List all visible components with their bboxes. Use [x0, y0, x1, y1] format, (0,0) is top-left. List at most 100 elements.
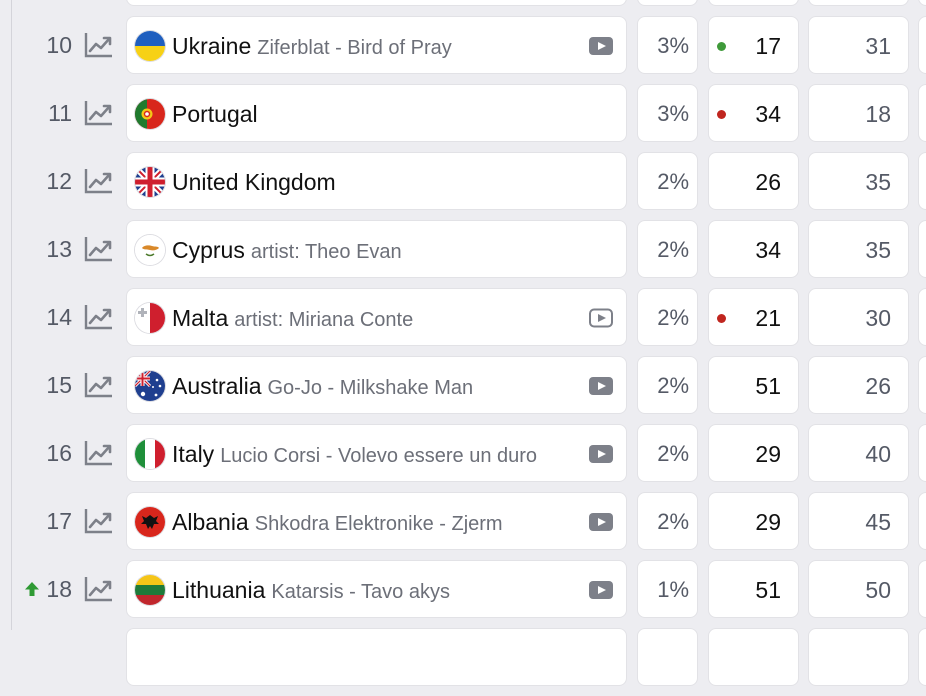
table-row: 17 Albania Shkodra Elektronike - Zjerm 2%… [0, 492, 926, 560]
flag-australia-icon [135, 371, 165, 401]
score-cell: 31 [808, 16, 909, 74]
table-row: 13 Cyprus artist: Theo Evan 2% 34 35 [0, 220, 926, 288]
place-value: 34 [755, 101, 781, 127]
flag-malta-icon [135, 303, 165, 333]
song-info: Go-Jo - Milkshake Man [267, 377, 474, 399]
flag-ukraine-icon [135, 31, 165, 61]
place-value: 29 [755, 509, 781, 535]
video-play-icon[interactable] [588, 442, 614, 466]
next-column-cell [918, 220, 926, 278]
percent-cell [637, 628, 698, 686]
place-value: 26 [755, 169, 781, 195]
trend-chart-icon[interactable] [84, 31, 114, 59]
table-row [0, 0, 926, 16]
trend-chart-icon[interactable] [84, 507, 114, 535]
up-arrow-icon [24, 560, 40, 618]
country-cell[interactable]: Albania Shkodra Elektronike - Zjerm [126, 492, 627, 550]
trend-chart-icon[interactable] [84, 235, 114, 263]
vote-percent: 2% [657, 169, 689, 194]
country-cell[interactable]: Ukraine Ziferblat - Bird of Pray [126, 16, 627, 74]
flag-cyprus-icon [135, 235, 165, 265]
song-info: artist: Theo Evan [250, 241, 402, 263]
song-info: Ziferblat - Bird of Pray [257, 37, 452, 59]
trend-chart-icon[interactable] [84, 99, 114, 127]
video-play-icon[interactable] [588, 374, 614, 398]
table-row: 10 Ukraine Ziferblat - Bird of Pray 3% 17… [0, 16, 926, 84]
video-play-icon[interactable] [588, 510, 614, 534]
country-name: Malta [172, 305, 229, 331]
score-value: 26 [865, 373, 891, 399]
rank-number: 15 [46, 372, 72, 398]
trend-chart-icon[interactable] [84, 303, 114, 331]
video-play-icon[interactable] [588, 34, 614, 58]
percent-cell: 2% [637, 356, 698, 414]
country-cell[interactable] [126, 0, 627, 6]
vote-percent: 2% [657, 305, 689, 330]
place-cell: 51 [708, 560, 799, 618]
score-cell [808, 628, 909, 686]
score-value: 18 [865, 101, 891, 127]
place-cell: 34 [708, 220, 799, 278]
country-cell[interactable]: Lithuania Katarsis - Tavo akys [126, 560, 627, 618]
country-cell[interactable]: Malta artist: Miriana Conte [126, 288, 627, 346]
next-column-cell [918, 560, 926, 618]
place-value: 34 [755, 237, 781, 263]
rank-number: 14 [46, 304, 72, 330]
place-cell [708, 628, 799, 686]
vote-percent: 2% [657, 373, 689, 398]
vote-percent: 1% [657, 577, 689, 602]
song-info: artist: Miriana Conte [234, 309, 414, 331]
country-cell[interactable]: Italy Lucio Corsi - Volevo essere un duro [126, 424, 627, 482]
country-name: Albania [172, 509, 249, 535]
place-cell: 29 [708, 492, 799, 550]
score-cell: 30 [808, 288, 909, 346]
status-dot-red [717, 314, 726, 323]
video-play-icon[interactable] [588, 578, 614, 602]
next-column-cell [918, 152, 926, 210]
percent-cell: 2% [637, 152, 698, 210]
next-column-cell [918, 356, 926, 414]
country-cell[interactable] [126, 628, 627, 686]
country-name: Portugal [172, 101, 258, 127]
percent-cell: 3% [637, 84, 698, 142]
table-row: 12 United Kingdom 2% 26 35 [0, 152, 926, 220]
country-cell[interactable]: Cyprus artist: Theo Evan [126, 220, 627, 278]
next-column-cell [918, 424, 926, 482]
country-name: United Kingdom [172, 169, 336, 195]
next-column-cell [918, 16, 926, 74]
flag-portugal-icon [135, 99, 165, 129]
country-name: Australia [172, 373, 262, 399]
trend-chart-icon[interactable] [84, 371, 114, 399]
rank-number: 12 [46, 168, 72, 194]
country-cell[interactable]: Portugal [126, 84, 627, 142]
score-value: 35 [865, 237, 891, 263]
score-cell [808, 0, 909, 6]
place-cell: 17 [708, 16, 799, 74]
percent-cell: 1% [637, 560, 698, 618]
left-border [11, 0, 12, 630]
song-info: Lucio Corsi - Volevo essere un duro [220, 445, 538, 467]
percent-cell [637, 0, 698, 6]
trend-chart-icon[interactable] [84, 439, 114, 467]
place-cell: 26 [708, 152, 799, 210]
score-value: 31 [865, 33, 891, 59]
country-cell[interactable]: United Kingdom [126, 152, 627, 210]
video-play-outline-icon[interactable] [588, 306, 614, 330]
status-dot-green [717, 42, 726, 51]
trend-chart-icon[interactable] [84, 575, 114, 603]
flag-albania-icon [135, 507, 165, 537]
song-info: Shkodra Elektronike - Zjerm [254, 513, 503, 535]
next-column-cell [918, 288, 926, 346]
rank-number: 11 [48, 100, 72, 126]
rank-number: 16 [46, 440, 72, 466]
trend-chart-icon[interactable] [84, 167, 114, 195]
country-name: Italy [172, 441, 215, 467]
vote-percent: 2% [657, 441, 689, 466]
next-column-cell [918, 0, 926, 6]
country-cell[interactable]: Australia Go-Jo - Milkshake Man [126, 356, 627, 414]
rank-number: 10 [46, 32, 72, 58]
rank-number: 18 [46, 576, 72, 602]
score-cell: 50 [808, 560, 909, 618]
score-value: 45 [865, 509, 891, 535]
score-value: 30 [865, 305, 891, 331]
